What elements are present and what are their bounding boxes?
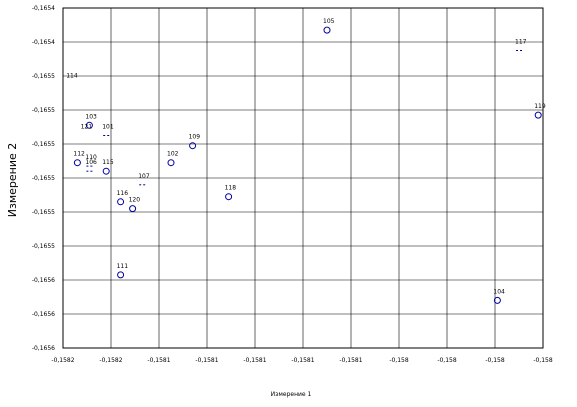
y-tick-label: -0,1656 — [32, 345, 55, 352]
data-point: 112 — [73, 151, 85, 167]
data-point: 116 — [117, 190, 129, 206]
point-label: 119 — [534, 103, 546, 110]
x-tick-label: -0,1581 — [243, 357, 266, 364]
data-point: 105 — [323, 18, 335, 34]
y-tick-label: -0,1655 — [32, 141, 55, 148]
point-marker — [117, 198, 125, 206]
x-tick-label: -0,1581 — [291, 357, 314, 364]
point-marker — [225, 193, 233, 201]
point-marker — [167, 159, 175, 167]
x-tick-label: -0,1582 — [99, 357, 122, 364]
data-point: 107 — [138, 173, 150, 186]
data-point: 119 — [534, 103, 546, 119]
x-axis-label: Измерение 1 — [271, 391, 312, 398]
point-label: 116 — [117, 190, 129, 197]
point-marker — [129, 205, 137, 213]
point-label: 107 — [138, 173, 150, 180]
x-tick-label: -0,1582 — [51, 357, 74, 364]
data-point: 121 — [81, 124, 93, 131]
data-point: 114 — [66, 73, 78, 80]
point-marker — [85, 121, 93, 129]
y-tick-label: -0,1655 — [32, 175, 55, 182]
data-point: 102 — [167, 151, 179, 167]
point-label: 114 — [66, 73, 78, 80]
y-tick-label: -0,1655 — [32, 209, 55, 216]
x-tick-label: -0,158 — [485, 357, 505, 364]
data-point: 110 — [85, 154, 97, 167]
point-marker — [73, 159, 81, 167]
data-point: 101 — [102, 124, 114, 136]
point-label: 120 — [129, 197, 141, 204]
data-point: 117 — [515, 39, 527, 51]
point-label: 118 — [225, 185, 237, 192]
point-marker — [102, 167, 110, 175]
point-label: 111 — [117, 263, 129, 270]
x-tick-label: -0,1581 — [195, 357, 218, 364]
point-label: 102 — [167, 151, 179, 158]
point-label: 115 — [102, 159, 114, 166]
y-tick-label: -0,1656 — [32, 277, 55, 284]
x-tick-label: -0,158 — [389, 357, 409, 364]
data-point: 109 — [189, 134, 201, 150]
point-marker — [323, 26, 331, 34]
point-label: 103 — [85, 113, 97, 120]
point-label: 112 — [73, 151, 85, 158]
point-label: 104 — [493, 288, 505, 295]
point-label: 109 — [189, 134, 201, 141]
point-label: 121 — [81, 124, 93, 131]
y-tick-label: -0,1654 — [32, 39, 55, 46]
point-label: 117 — [515, 39, 527, 46]
data-point: 106 — [85, 159, 97, 172]
point-label: 101 — [102, 124, 114, 131]
point-marker — [117, 271, 125, 279]
data-point: 120 — [129, 197, 141, 213]
data-point: 104 — [493, 288, 505, 304]
data-point: 118 — [225, 185, 237, 201]
y-tick-label: -0,1655 — [32, 243, 55, 250]
x-tick-labels: -0,1582 -0,1582 -0,1581 -0,1581 -0,1581 -0,15… — [51, 357, 552, 364]
y-axis-label: Измерение 2 — [6, 143, 19, 218]
x-tick-label: -0,158 — [437, 357, 457, 364]
point-label: 106 — [85, 159, 97, 166]
point-marker — [189, 142, 197, 150]
x-tick-label: -0,1581 — [147, 357, 170, 364]
data-point: 115 — [102, 159, 114, 175]
y-tick-label: -0,1656 — [32, 311, 55, 318]
grid-lines — [63, 8, 543, 348]
point-label: 105 — [323, 18, 335, 25]
data-point: 103 — [85, 113, 97, 129]
x-tick-label: -0,1581 — [339, 357, 362, 364]
point-marker — [534, 111, 542, 119]
y-tick-label: -0,1655 — [32, 73, 55, 80]
y-tick-label: -0,1654 — [32, 5, 55, 12]
x-tick-label: -0,158 — [533, 357, 553, 364]
point-marker — [493, 296, 501, 304]
y-tick-labels: -0,1654 -0,1654 -0,1655 -0,1655 -0,1655 -0,16… — [32, 5, 55, 352]
data-point: 111 — [117, 263, 129, 279]
point-label: 110 — [85, 154, 97, 161]
y-tick-label: -0,1655 — [32, 107, 55, 114]
